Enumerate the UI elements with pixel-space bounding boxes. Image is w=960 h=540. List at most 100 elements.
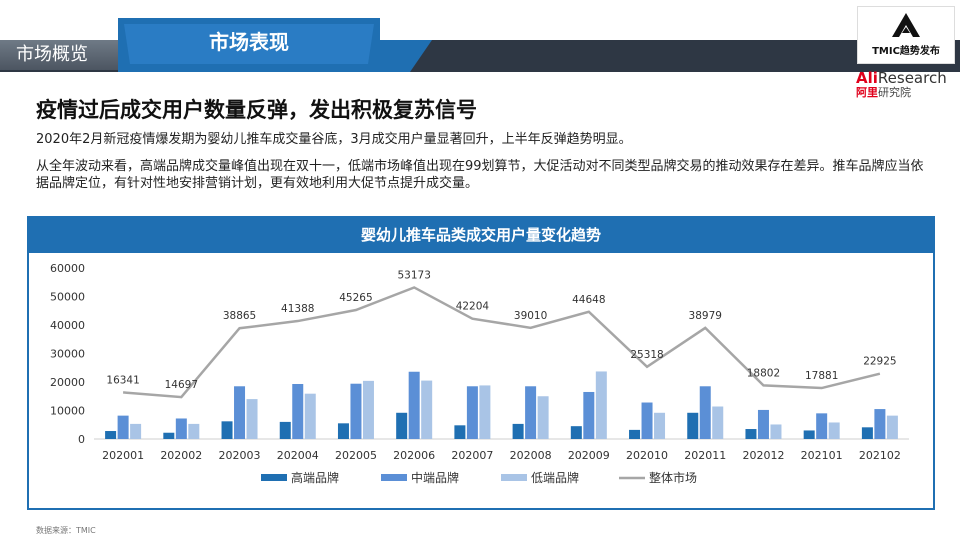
bar-中端品牌 xyxy=(816,413,828,439)
data-label: 38979 xyxy=(689,310,722,322)
bar-高端品牌 xyxy=(803,430,815,439)
x-tick-label: 202007 xyxy=(451,449,493,462)
y-tick-label: 60000 xyxy=(50,262,85,275)
legend-label: 高端品牌 xyxy=(291,470,339,485)
bar-低端品牌 xyxy=(246,399,258,439)
x-tick-label: 202003 xyxy=(219,449,261,462)
y-tick-label: 40000 xyxy=(50,319,85,332)
ali-institute: 研究院 xyxy=(878,86,911,99)
bar-低端品牌 xyxy=(188,423,200,439)
x-tick-label: 202002 xyxy=(160,449,202,462)
x-tick-label: 202102 xyxy=(859,449,901,462)
line-整体市场 xyxy=(123,286,881,399)
bar-中端品牌 xyxy=(292,383,304,439)
legend-label: 中端品牌 xyxy=(411,470,459,485)
data-label: 16341 xyxy=(106,374,139,386)
data-label: 38865 xyxy=(223,310,256,322)
x-tick-label: 202012 xyxy=(742,449,784,462)
tmic-logo-text: TMIC趋势发布 xyxy=(872,46,940,57)
page-title: 疫情过后成交用户数量反弹，发出积极复苏信号 xyxy=(36,98,477,122)
section-label: 市场概览 xyxy=(0,40,118,70)
tmic-emblem-icon xyxy=(892,13,920,37)
bar-中端品牌 xyxy=(699,386,711,439)
bar-高端品牌 xyxy=(337,423,349,439)
bar-中端品牌 xyxy=(525,386,537,439)
bar-中端品牌 xyxy=(583,391,595,439)
bar-高端品牌 xyxy=(687,412,699,439)
x-tick-label: 202005 xyxy=(335,449,377,462)
chart-svg: 0 10000 20000 30000 40000 50000 60000 202001 202… xyxy=(50,262,909,485)
chart-panel: 婴幼儿推车品类成交用户量变化趋势 0 10000 20000 30000 40000 50… xyxy=(27,216,935,510)
bar-低端品牌 xyxy=(304,393,316,439)
y-tick-label: 30000 xyxy=(50,348,85,361)
ali-research: Research xyxy=(877,69,947,87)
x-tick-label: 202008 xyxy=(510,449,552,462)
bar-低端品牌 xyxy=(130,423,142,439)
legend-label: 低端品牌 xyxy=(531,471,579,485)
bar-高端品牌 xyxy=(570,426,582,439)
x-tick-label: 202001 xyxy=(102,449,144,462)
data-label: 39010 xyxy=(514,310,547,322)
ali-brand: Ali xyxy=(856,69,878,87)
bar-低端品牌 xyxy=(828,422,840,439)
bar-高端品牌 xyxy=(512,423,524,439)
bar-中端品牌 xyxy=(874,409,886,439)
tmic-logo: TMIC趋势发布 xyxy=(857,6,955,64)
bar-中端品牌 xyxy=(117,415,129,439)
paragraph-1: 2020年2月新冠疫情爆发期为婴幼儿推车成交量谷底，3月成交用户量显著回升，上半… xyxy=(36,132,632,147)
x-tick-label: 202006 xyxy=(393,449,435,462)
bar-高端品牌 xyxy=(861,427,873,439)
x-tick-label: 202004 xyxy=(277,449,319,462)
bar-低端品牌 xyxy=(479,385,491,439)
tab-shape xyxy=(118,18,380,70)
y-tick-label: 20000 xyxy=(50,376,85,389)
x-tick-label: 202009 xyxy=(568,449,610,462)
bar-中端品牌 xyxy=(466,386,478,439)
data-label: 45265 xyxy=(339,292,372,304)
data-label: 42204 xyxy=(456,301,490,313)
data-label: 44648 xyxy=(572,294,605,306)
legend-swatch xyxy=(261,474,287,481)
chart-title: 婴幼儿推车品类成交用户量变化趋势 xyxy=(29,218,933,253)
bar-中端品牌 xyxy=(408,371,420,439)
y-tick-label: 50000 xyxy=(50,291,85,304)
legend-swatch xyxy=(381,474,407,481)
data-label: 22925 xyxy=(863,356,896,368)
x-tick-label: 202101 xyxy=(801,449,843,462)
y-tick-label: 0 xyxy=(78,433,85,446)
bar-低端品牌 xyxy=(654,412,666,439)
bar-低端品牌 xyxy=(712,406,724,439)
bar-高端品牌 xyxy=(396,412,408,439)
aliresearch-logo: AliResearch 阿里研究院 xyxy=(856,70,956,100)
x-tick-label: 202011 xyxy=(684,449,726,462)
legend-swatch xyxy=(501,474,527,481)
bar-高端品牌 xyxy=(105,431,117,439)
data-label: 14697 xyxy=(165,379,198,391)
bar-中端品牌 xyxy=(175,418,187,439)
data-label: 41388 xyxy=(281,303,314,315)
x-tick-label: 202010 xyxy=(626,449,668,462)
ali-brand-cn: 阿里 xyxy=(856,86,878,99)
data-label: 18802 xyxy=(747,367,780,379)
bar-高端品牌 xyxy=(279,421,291,439)
bar-高端品牌 xyxy=(221,421,233,439)
bar-高端品牌 xyxy=(745,429,757,439)
y-tick-label: 10000 xyxy=(50,405,85,418)
bar-中端品牌 xyxy=(234,386,246,439)
bar-低端品牌 xyxy=(362,380,374,439)
data-label: 17881 xyxy=(805,370,838,382)
bar-低端品牌 xyxy=(886,415,898,439)
source-note: 数据来源：TMIC xyxy=(36,526,96,535)
data-label: 25318 xyxy=(630,349,663,361)
bar-中端品牌 xyxy=(641,402,653,439)
legend-label: 整体市场 xyxy=(649,470,697,485)
bar-高端品牌 xyxy=(163,432,175,439)
bar-低端品牌 xyxy=(770,424,782,439)
bar-高端品牌 xyxy=(629,429,641,439)
bar-中端品牌 xyxy=(350,383,362,439)
bar-低端品牌 xyxy=(537,396,549,439)
tab-market-performance[interactable]: 市场表现 xyxy=(209,30,289,54)
bar-低端品牌 xyxy=(595,371,607,439)
bar-高端品牌 xyxy=(454,425,466,439)
data-label: 53173 xyxy=(397,269,430,281)
